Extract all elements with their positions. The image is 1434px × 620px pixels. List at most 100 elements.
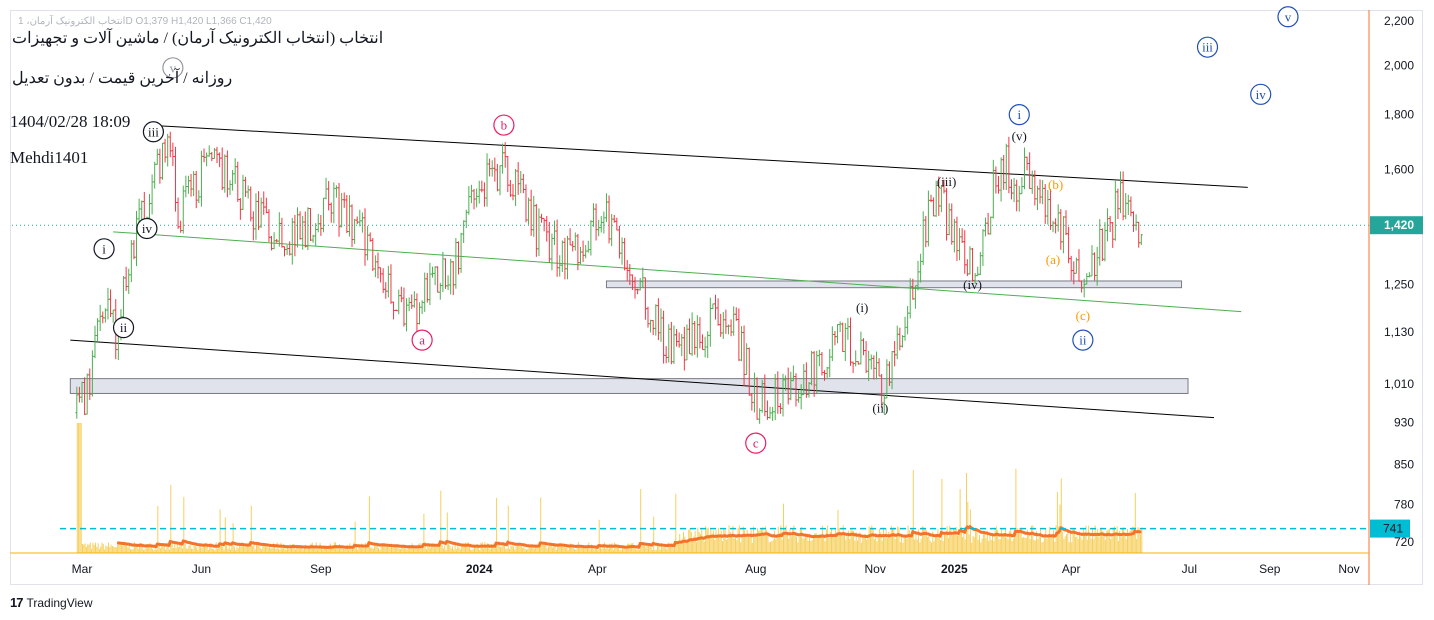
volume-bar [760,528,762,553]
volume-bar [461,546,463,553]
volume-bar [895,536,897,553]
volume-bar [211,548,213,553]
volume-bar [814,533,816,553]
volume-bar [684,536,686,553]
volume-bar [705,526,707,553]
wave-text: (iii) [937,174,957,189]
volume-bar [465,542,466,553]
volume-bar [831,528,832,553]
volume-bar [764,526,766,553]
volume-bar [746,529,748,553]
volume-bar [642,544,644,553]
volume-bar [165,549,167,553]
volume-bar [183,496,185,553]
volume-bar [600,545,601,553]
volume-bar [463,546,465,553]
volume-bar [611,543,613,553]
volume-bar [498,542,500,553]
volume-bar [576,544,578,553]
volume-bar [815,532,817,553]
volume-bar [220,544,222,553]
volume-bar [671,542,673,553]
volume-bar [437,545,439,553]
volume-bar [619,549,621,553]
volume-bar [493,543,495,553]
volume-bar [231,544,233,553]
price-scale[interactable]: 2,200 2,000 1,800 1,600 1,420 1,250 1,130 1,010… [10,10,1423,585]
volume-bar [699,534,701,553]
volume-bar [179,544,181,553]
volume-bar [625,549,627,553]
volume-bar [294,549,296,553]
wave-label-iii: (iii) [937,174,957,189]
volume-bar [837,510,839,553]
volume-bar [362,546,364,553]
volume-bar [223,549,225,553]
volume-bar [921,526,923,553]
volume-bar [1015,468,1017,553]
volume-bar [1063,539,1065,553]
volume-bar [836,536,838,553]
wave-text: ii [120,320,128,335]
volume-bar [1058,526,1060,553]
volume-bar [381,543,383,553]
volume-bar [198,545,200,553]
volume-bar [594,548,596,553]
wave-text: iv [142,221,153,236]
volume-bar [1097,528,1099,553]
x-tick-label: Apr [588,562,607,576]
volume-bar [501,546,503,553]
volume-bar [1077,538,1079,553]
volume-bar [750,530,752,553]
volume-bar [328,545,330,553]
volume-bar [246,545,248,553]
tradingview-brand[interactable]: 17 TradingView [10,595,93,610]
volume-bar [875,533,877,553]
volume-bar [110,544,112,553]
volume-bar [1069,533,1071,553]
volume-bar [550,545,552,553]
volume-bar [331,545,333,553]
wave-text: iii [148,124,159,139]
volume-bar [1130,529,1132,553]
volume-bar [805,535,807,553]
volume-bar [378,548,379,553]
volume-bar [753,526,755,553]
volume-bar [400,549,401,553]
time-scale[interactable]: Mar Jun Sep 2024 Apr Aug Nov 2025 Apr Jul Sep Nov [72,562,1360,576]
volume-bar [237,548,239,553]
volume-bar [997,530,999,553]
volume-bar [274,544,276,553]
volume-bar [1034,540,1036,553]
volume-bar [622,546,623,553]
volume-bar [276,542,278,553]
volume-bar [533,548,535,553]
volume-bar [248,544,250,553]
volume-bar [933,541,935,553]
volume-bar [789,529,791,553]
volume-bar [1012,538,1014,553]
volume-bar [191,548,192,553]
volume-bar [1008,531,1010,553]
volume-bar [866,539,868,553]
volume-bar [1041,542,1043,553]
volume-bar [993,541,995,553]
volume-bar [554,545,556,553]
volume-bar [563,546,565,553]
volume-bar [929,540,931,553]
volume-bar [492,547,494,553]
volume-bar [108,542,109,553]
volume-bar [324,547,326,553]
volume-bar [590,544,592,553]
volume-bar [83,544,85,553]
volume-bar [320,547,322,553]
volume-bar [526,549,527,553]
volume-bar [394,545,396,553]
volume-bar [911,536,913,553]
volume-bar [653,516,655,553]
volume-bar [423,513,425,553]
volume-bar [479,549,481,553]
volume-bar [1037,539,1039,553]
volume-bar [709,537,710,553]
